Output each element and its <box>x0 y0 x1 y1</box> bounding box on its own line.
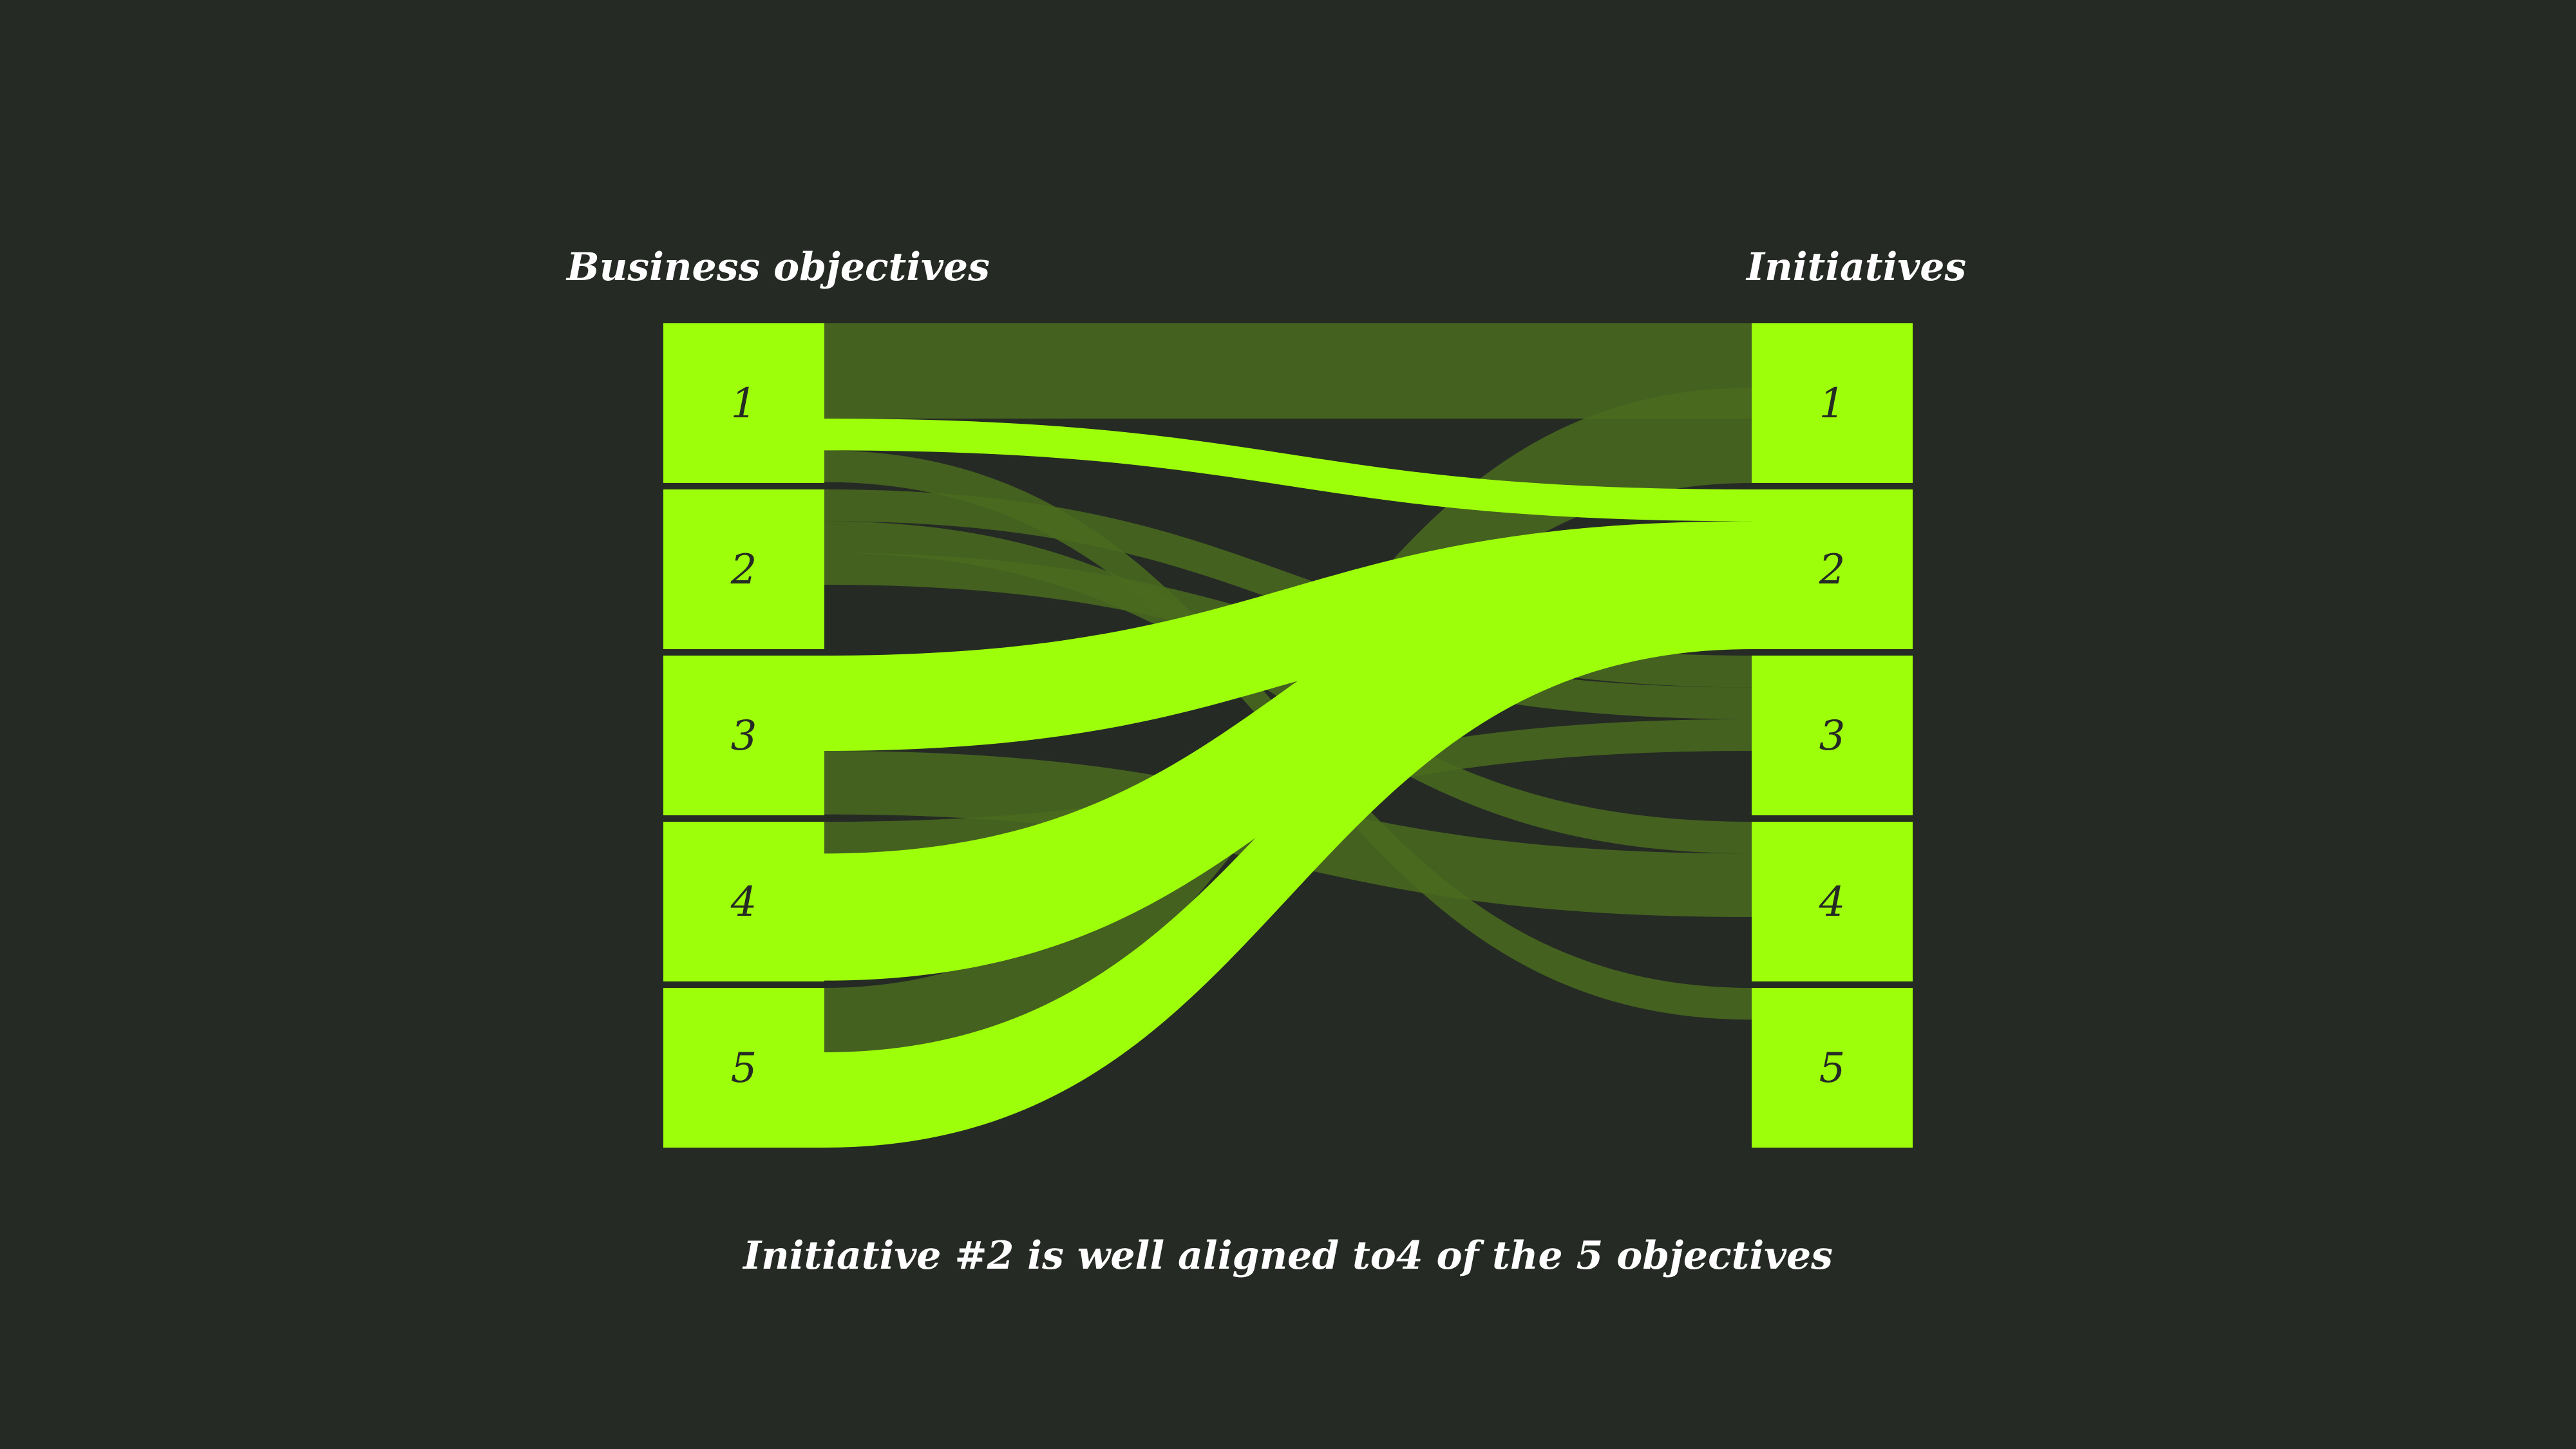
initiative-node-label: 2 <box>1819 546 1846 594</box>
objective-node-label: 3 <box>731 712 757 760</box>
initiative-node-4: 4 <box>1752 822 1913 981</box>
initiative-node-box <box>1752 988 1913 1148</box>
initiative-node-5: 5 <box>1752 988 1913 1148</box>
objective-node-label: 4 <box>730 878 757 926</box>
initiatives-heading: Initiatives <box>1747 245 1967 290</box>
objective-node-box <box>663 323 824 483</box>
objective-node-2: 2 <box>663 489 824 649</box>
initiative-node-box <box>1752 656 1913 815</box>
flow-5-to-2 <box>824 554 1752 1148</box>
flow-1-to-1 <box>824 323 1752 419</box>
objective-node-box <box>663 656 824 815</box>
objective-node-4: 4 <box>663 822 824 981</box>
initiative-node-1: 1 <box>1752 323 1913 483</box>
objective-node-box <box>663 489 824 649</box>
objective-node-1: 1 <box>663 323 824 483</box>
flow-1-to-2 <box>824 419 1752 522</box>
objective-node-label: 2 <box>730 546 757 594</box>
objective-node-label: 5 <box>731 1045 757 1092</box>
initiative-node-label: 3 <box>1819 712 1846 760</box>
initiative-node-label: 1 <box>1819 380 1846 428</box>
initiative-node-2: 2 <box>1752 489 1913 649</box>
nodes-layer: 1 2 3 4 5 1 2 3 4 5 <box>663 323 1913 1148</box>
objective-node-5: 5 <box>663 988 824 1148</box>
objective-node-box <box>663 822 824 981</box>
objective-node-label: 1 <box>731 380 757 428</box>
initiative-node-3: 3 <box>1752 656 1913 815</box>
initiative-node-label: 5 <box>1819 1045 1846 1092</box>
initiative-node-label: 4 <box>1819 878 1846 926</box>
initiative-node-box <box>1752 822 1913 981</box>
initiative-node-box <box>1752 489 1913 649</box>
objective-node-box <box>663 988 824 1148</box>
caption: Initiative #2 is well aligned to4 of the… <box>743 1233 1833 1278</box>
flow-2-to-4 <box>824 521 1752 854</box>
objectives-heading: Business objectives <box>567 245 990 290</box>
initiative-node-box <box>1752 323 1913 483</box>
flows-layer <box>824 323 1752 1148</box>
objective-node-3: 3 <box>663 656 824 815</box>
